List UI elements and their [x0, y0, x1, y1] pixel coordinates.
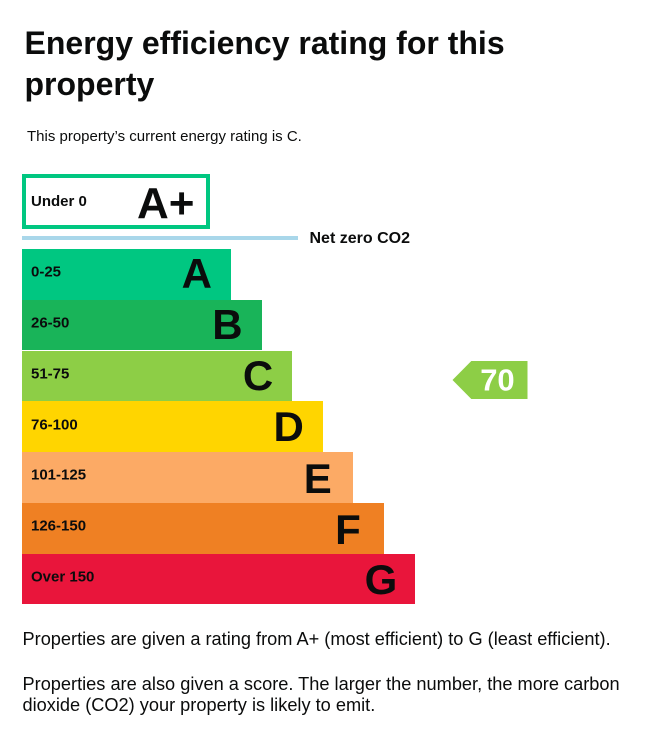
- svg-text:70: 70: [480, 363, 514, 398]
